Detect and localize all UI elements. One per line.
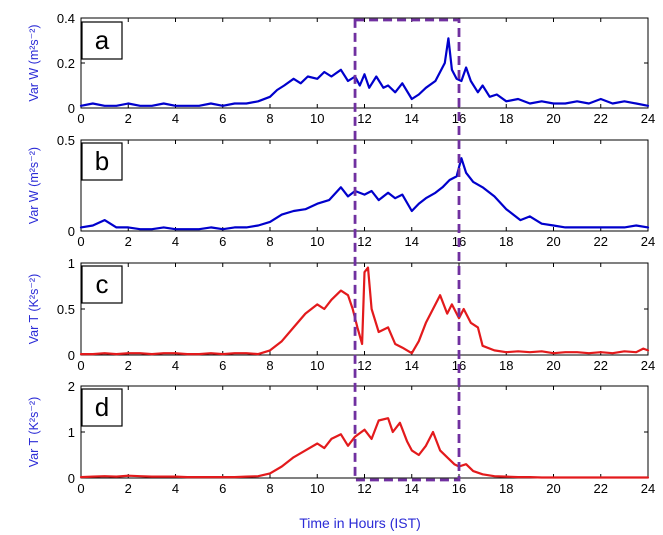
x-tick-label: 2 [125,481,132,496]
x-tick-label: 4 [172,234,179,249]
x-axis-label: Time in Hours (IST) [299,515,421,531]
panel-label-box [81,388,123,427]
x-tick-label: 18 [499,234,513,249]
x-tick-label: 12 [357,111,371,126]
x-tick-label: 0 [77,481,84,496]
x-tick-label: 16 [452,481,466,496]
series-line [79,37,650,107]
x-tick-label: 10 [310,234,324,249]
y-tick-label: 0 [68,101,75,116]
series-line [79,417,650,479]
y-axis-label: Var W (m²s⁻²) [27,147,41,224]
y-tick-label: 0 [68,224,75,239]
x-tick-label: 18 [499,358,513,373]
x-tick-label: 24 [641,358,655,373]
x-tick-label: 20 [546,481,560,496]
x-tick-label: 24 [641,111,655,126]
x-tick-label: 20 [546,358,560,373]
highlight-window [353,18,461,482]
x-tick-label: 8 [266,111,273,126]
y-axis-label: Var T (K²s⁻²) [27,397,41,468]
x-tick-label: 2 [125,111,132,126]
x-tick-label: 10 [310,358,324,373]
panel-label: c [96,269,109,299]
panel-label: a [95,25,110,55]
x-tick-label: 6 [219,111,226,126]
y-tick-label: 0.4 [57,11,75,26]
plot-frame [80,17,649,109]
y-tick-label: 0.5 [57,133,75,148]
y-tick-label: 1 [68,425,75,440]
series-line [79,157,650,231]
x-tick-label: 14 [405,481,419,496]
x-tick-label: 12 [357,358,371,373]
x-tick-label: 24 [641,481,655,496]
x-tick-label: 14 [405,358,419,373]
y-axis-label: Var W (m²s⁻²) [27,24,41,101]
panel-label: b [95,146,109,176]
y-tick-label: 1 [68,256,75,271]
x-tick-label: 0 [77,234,84,249]
panel-label: d [95,392,109,422]
x-tick-label: 20 [546,234,560,249]
x-tick-label: 18 [499,481,513,496]
x-tick-label: 8 [266,234,273,249]
x-tick-label: 4 [172,358,179,373]
y-tick-label: 0 [68,471,75,486]
y-tick-label: 0.5 [57,302,75,317]
x-tick-label: 4 [172,111,179,126]
x-tick-label: 20 [546,111,560,126]
y-axis-label: Var T (K²s⁻²) [27,274,41,345]
y-tick-label: 0.2 [57,56,75,71]
series-line [79,266,650,356]
x-tick-label: 10 [310,111,324,126]
x-tick-label: 8 [266,358,273,373]
x-tick-label: 24 [641,234,655,249]
x-tick-label: 6 [219,234,226,249]
x-tick-label: 8 [266,481,273,496]
panel-label-box [81,265,123,304]
x-tick-label: 22 [594,111,608,126]
x-tick-label: 0 [77,358,84,373]
x-tick-label: 22 [594,358,608,373]
x-tick-label: 22 [594,481,608,496]
x-tick-label: 4 [172,481,179,496]
x-tick-label: 2 [125,358,132,373]
x-tick-label: 10 [310,481,324,496]
x-tick-label: 12 [357,481,371,496]
plot-frame [80,139,649,232]
x-tick-label: 18 [499,111,513,126]
x-tick-label: 14 [405,234,419,249]
x-tick-label: 6 [219,358,226,373]
x-tick-label: 22 [594,234,608,249]
x-tick-label: 2 [125,234,132,249]
panel-label-box [81,21,123,60]
panel-label-box [81,142,123,181]
x-tick-label: 14 [405,111,419,126]
x-tick-label: 6 [219,481,226,496]
x-tick-label: 12 [357,234,371,249]
y-tick-label: 0 [68,348,75,363]
plot-frame [80,385,649,479]
x-tick-label: 0 [77,111,84,126]
y-tick-label: 2 [68,379,75,394]
